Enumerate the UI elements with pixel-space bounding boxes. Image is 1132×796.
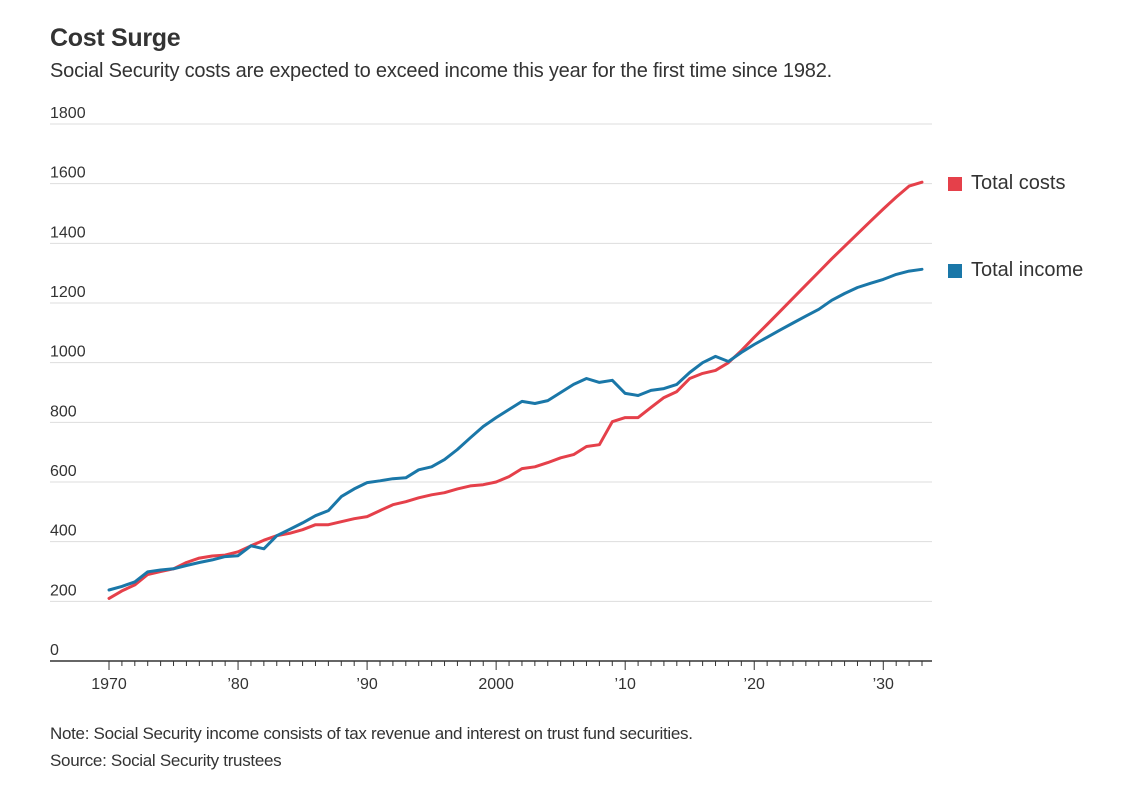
y-axis-labels: 0 200 400 600 800 1000 1200 1400 1600 1800	[50, 105, 86, 659]
chart-subtitle: Social Security costs are expected to ex…	[50, 60, 832, 82]
x-tick-label: 1970	[91, 676, 127, 693]
legend-item-total-costs: Total costs	[948, 172, 1065, 195]
y-tick-label: 800	[50, 403, 77, 420]
y-tick-label: 1200	[50, 284, 86, 301]
y-tick-label: 1400	[50, 224, 86, 241]
series-line-total-costs	[107, 180, 924, 600]
x-tick-label: ’80	[227, 676, 248, 693]
chart-title: Cost Surge	[50, 24, 181, 52]
x-tick-label: ’30	[873, 676, 894, 693]
x-tick-label: 2000	[478, 676, 514, 693]
y-tick-label: 200	[50, 582, 77, 599]
y-tick-label: 600	[50, 463, 77, 480]
series-lines	[107, 180, 924, 600]
footnote: Note: Social Security income consists of…	[50, 724, 693, 743]
y-tick-label: 1800	[50, 105, 86, 122]
legend-item-total-income: Total income	[948, 259, 1083, 282]
legend-swatch-total-costs	[948, 176, 962, 191]
y-tick-label: 400	[50, 523, 77, 540]
x-tick-label: ’90	[356, 676, 377, 693]
series-line-total-income	[107, 267, 924, 592]
x-axis: 1970 ’80 ’90 2000 ’10 ’20 ’30	[50, 660, 932, 693]
gridlines	[50, 123, 932, 602]
legend-label-total-costs: Total costs	[971, 172, 1066, 194]
y-tick-label: 0	[50, 642, 59, 659]
legend-label-total-income: Total income	[971, 259, 1084, 281]
x-tick-label: ’10	[615, 676, 636, 693]
source-note: Source: Social Security trustees	[50, 751, 282, 770]
x-tick-label: ’20	[744, 676, 765, 693]
legend-swatch-total-income	[948, 263, 962, 278]
y-tick-label: 1000	[50, 344, 86, 361]
y-tick-label: 1600	[50, 165, 86, 182]
